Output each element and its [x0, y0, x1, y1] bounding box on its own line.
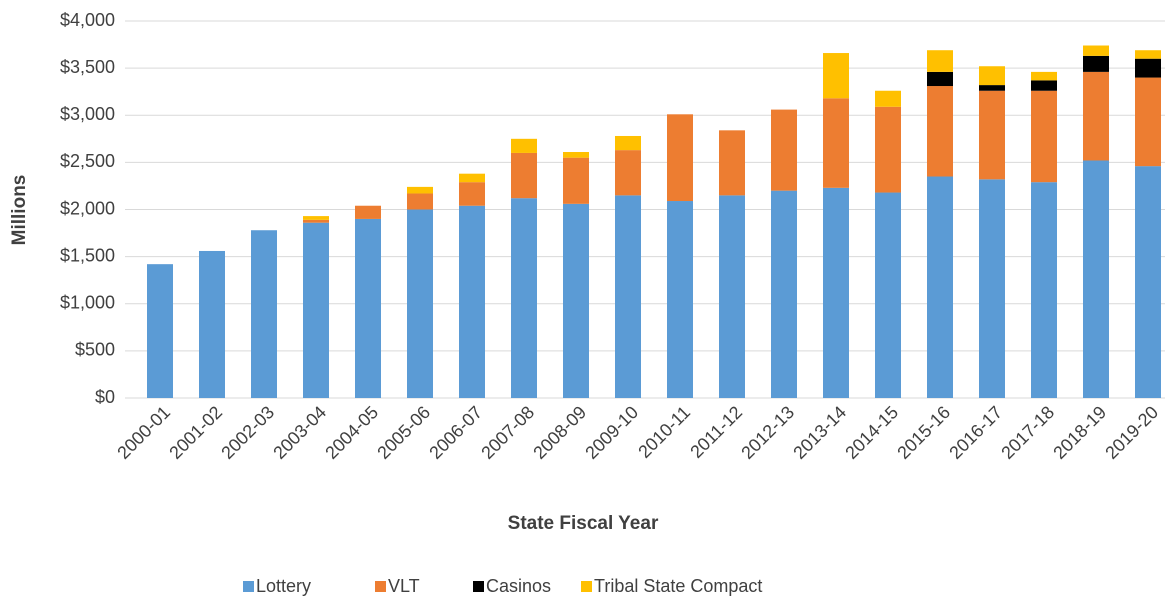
- bar-segment: [875, 192, 901, 398]
- bar-segment: [823, 187, 849, 398]
- y-tick-label: $3,500: [60, 57, 115, 77]
- x-tick-label: 2015-16: [893, 402, 954, 463]
- bar-segment: [303, 216, 329, 220]
- legend-label: Tribal State Compact: [594, 576, 762, 596]
- bar-segment: [1031, 80, 1057, 91]
- bar-segment: [927, 71, 953, 87]
- x-tick-label: 2002-03: [217, 402, 278, 463]
- bar-segment: [875, 90, 901, 107]
- x-tick-label: 2019-20: [1101, 402, 1162, 463]
- bar-segment: [251, 230, 277, 398]
- x-tick-label: 2008-09: [529, 402, 590, 463]
- bar-segment: [927, 50, 953, 72]
- bar-segment: [1083, 71, 1109, 161]
- bar-segment: [511, 138, 537, 153]
- bar-segment: [1083, 45, 1109, 56]
- y-tick-label: $500: [75, 340, 115, 360]
- x-tick-label: 2001-02: [165, 402, 226, 463]
- legend-swatch: [473, 581, 484, 592]
- bar-segment: [979, 90, 1005, 180]
- bar-segment: [1083, 55, 1109, 72]
- legend-label: Casinos: [486, 576, 551, 596]
- bar-segment: [407, 209, 433, 398]
- legend-swatch: [243, 581, 254, 592]
- bar-segment: [719, 195, 745, 398]
- x-tick-label: 2014-15: [841, 402, 902, 463]
- bar-segment: [199, 250, 225, 398]
- bar-segment: [771, 190, 797, 398]
- bar-segment: [1031, 71, 1057, 81]
- legend-label: VLT: [388, 576, 420, 596]
- bar-segment: [511, 198, 537, 398]
- y-axis-title: Millions: [9, 175, 30, 246]
- x-tick-label: 2009-10: [581, 402, 642, 463]
- bar-segment: [1135, 58, 1161, 78]
- bar-segment: [979, 179, 1005, 398]
- bar-segment: [927, 176, 953, 398]
- bar-segment: [615, 135, 641, 151]
- bar-segment: [1083, 160, 1109, 398]
- x-tick-label: 2017-18: [997, 402, 1058, 463]
- y-tick-label: $4,000: [60, 10, 115, 30]
- y-tick-label: $2,500: [60, 151, 115, 171]
- y-tick-label: $2,000: [60, 198, 115, 218]
- bar-segment: [563, 203, 589, 398]
- x-tick-label: 2018-19: [1049, 402, 1110, 463]
- x-tick-label: 2011-12: [686, 402, 746, 462]
- x-tick-label: 2010-11: [634, 402, 694, 462]
- bar-segment: [1135, 77, 1161, 167]
- bar-segment: [563, 157, 589, 204]
- bar-segment: [719, 130, 745, 196]
- y-tick-label: $1,500: [60, 245, 115, 265]
- bar-segment: [927, 86, 953, 177]
- bar-segment: [667, 201, 693, 398]
- x-tick-label: 2007-08: [477, 402, 538, 463]
- bar-segment: [303, 222, 329, 398]
- bar-segment: [1031, 90, 1057, 183]
- y-tick-label: $1,000: [60, 293, 115, 313]
- x-tick-label: 2005-06: [373, 402, 434, 463]
- bar-segment: [459, 182, 485, 206]
- bar-segment: [615, 195, 641, 398]
- bar-segment: [407, 193, 433, 210]
- y-tick-label: $3,000: [60, 104, 115, 124]
- bar-segment: [1031, 182, 1057, 398]
- bar-segment: [147, 264, 173, 398]
- bar-segment: [1135, 166, 1161, 398]
- x-tick-label: 2016-17: [945, 402, 1006, 463]
- bar-segment: [771, 109, 797, 191]
- bar-segment: [667, 114, 693, 202]
- x-tick-label: 2013-14: [789, 402, 850, 463]
- bar-segment: [823, 53, 849, 99]
- bar-segment: [407, 186, 433, 194]
- x-tick-label: 2012-13: [737, 402, 798, 463]
- x-tick-label: 2003-04: [269, 402, 330, 463]
- bar-segment: [875, 106, 901, 193]
- bar-segment: [1135, 50, 1161, 59]
- x-tick-label: 2000-01: [113, 402, 174, 463]
- bar-segment: [355, 218, 381, 398]
- bar-segment: [355, 205, 381, 219]
- bar-segment: [615, 150, 641, 196]
- bar-segment: [979, 66, 1005, 86]
- legend-swatch: [375, 581, 386, 592]
- bar-segment: [823, 98, 849, 188]
- bar-segment: [459, 205, 485, 398]
- x-tick-label: 2004-05: [321, 402, 382, 463]
- bar-segment: [303, 219, 329, 223]
- legend-label: Lottery: [256, 576, 311, 596]
- bar-segment: [511, 152, 537, 199]
- bar-segment: [459, 173, 485, 183]
- x-axis-title: State Fiscal Year: [508, 513, 659, 534]
- legend-swatch: [581, 581, 592, 592]
- bar-segment: [563, 152, 589, 158]
- x-tick-label: 2006-07: [425, 402, 486, 463]
- y-tick-label: $0: [95, 387, 115, 407]
- bar-segment: [979, 85, 1005, 91]
